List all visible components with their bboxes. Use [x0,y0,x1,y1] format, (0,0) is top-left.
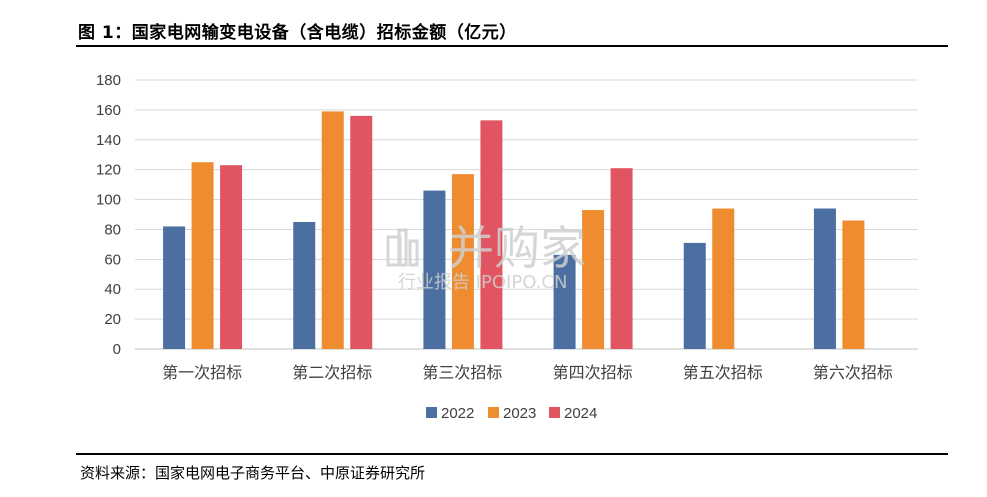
y-tick-label: 140 [96,132,121,149]
bar-2024 [350,115,373,349]
bar-2024 [480,120,503,349]
bar-2022 [553,254,576,349]
y-tick-label: 80 [104,221,121,238]
watermark-main: 并购家 [448,221,586,275]
y-tick-label: 60 [104,251,121,268]
x-category-label: 第三次招标 [422,363,502,382]
bar-2022 [683,242,706,349]
legend-swatch-2024 [549,407,560,418]
x-category-label: 第四次招标 [553,363,633,382]
y-tick-label: 20 [104,311,121,328]
legend-label-2022: 2022 [441,405,474,422]
bar-2023 [582,210,605,349]
bar-2022 [813,208,836,349]
bar-2024 [220,165,243,349]
bar-2023 [842,220,865,349]
bar-2024 [610,168,633,349]
watermark-sub: 行业报告 IPOIPO.CN [398,272,567,293]
x-category-label: 第五次招标 [683,363,763,382]
y-tick-label: 120 [96,162,121,179]
bar-2023 [712,208,735,349]
y-tick-label: 40 [104,281,121,298]
x-category-label: 第二次招标 [292,363,372,382]
x-category-label: 第一次招标 [162,363,242,382]
bar-2023 [191,162,214,349]
bar-2022 [293,221,316,349]
y-tick-label: 160 [96,102,121,119]
watermark-logo-icon [397,228,408,267]
legend-label-2023: 2023 [503,405,536,422]
figure-title: 图 1：国家电网输变电设备（含电缆）招标金额（亿元） [78,23,517,43]
bar-2023 [321,111,344,349]
top-rule [76,45,948,47]
bar-2022 [423,190,446,349]
source-note: 资料来源：国家电网电子商务平台、中原证券研究所 [80,464,426,482]
bar-2022 [163,226,186,349]
y-tick-label: 180 [96,72,121,89]
y-tick-label: 100 [96,192,121,209]
legend-label-2024: 2024 [564,405,597,422]
watermark-logo-icon [408,239,419,267]
x-category-label: 第六次招标 [813,363,893,382]
legend-swatch-2022 [426,407,437,418]
legend-swatch-2023 [488,407,499,418]
y-tick-label: 0 [113,341,121,358]
bottom-rule [76,453,948,455]
bar-2023 [451,174,474,349]
